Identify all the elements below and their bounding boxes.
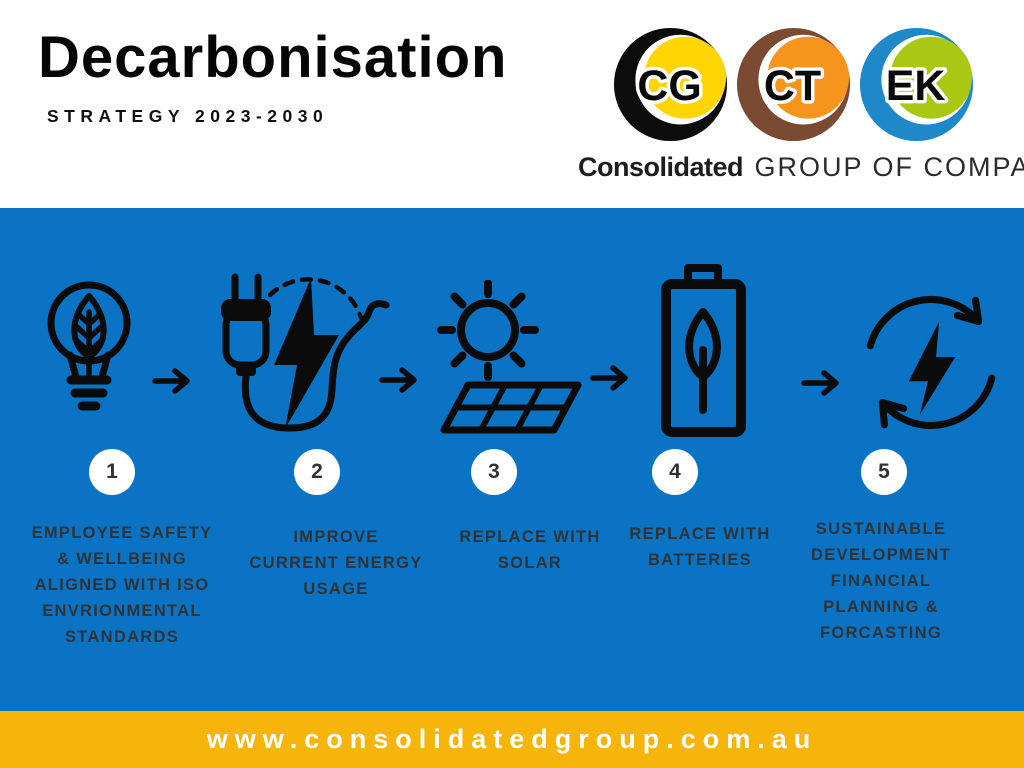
step-number-badge: 3 — [471, 449, 517, 495]
eco-bulb-icon — [36, 276, 142, 428]
brand-name: Consolidated GROUP OF COMPANIES — [578, 152, 1024, 183]
website-url: www.consolidatedgroup.com.au — [206, 724, 818, 754]
step-label: EMPLOYEE SAFETY & WELLBEING ALIGNED WITH… — [31, 524, 213, 646]
cg-logo-label: CG — [637, 62, 701, 110]
strategy-section: 1 2 3 4 5 EMPLOYEE SAFETY & WELLBEING AL… — [0, 208, 1024, 711]
subtitle: STRATEGY 2023-2030 — [47, 106, 329, 126]
footer-bar: www.consolidatedgroup.com.au — [0, 711, 1024, 768]
step-number-badge: 4 — [652, 449, 698, 495]
energy-cycle-icon — [850, 280, 1012, 444]
arrow-right-icon — [152, 367, 194, 395]
brand-name-light: GROUP OF COMPANIES — [754, 152, 1024, 182]
brand-name-bold: Consolidated — [578, 152, 744, 182]
solar-panel-icon — [436, 280, 586, 435]
step-label: IMPROVE CURRENT ENERGY USAGE — [249, 528, 423, 598]
step-number-badge: 5 — [861, 449, 907, 495]
plug-bolt-icon — [215, 265, 395, 440]
arrow-right-icon — [379, 366, 421, 394]
cg-logo-icon: CG — [613, 27, 728, 142]
brand-logos: CG CT EK — [612, 26, 975, 143]
step-number-badge: 2 — [294, 449, 340, 495]
arrow-right-icon — [801, 369, 843, 397]
page-title: Decarbonisation — [38, 25, 508, 90]
ct-logo-icon: CT — [736, 27, 851, 142]
ek-logo-label: EK — [886, 62, 946, 110]
ek-logo-icon: EK — [859, 27, 974, 142]
arrow-right-icon — [590, 364, 632, 392]
ct-logo-label: CT — [764, 62, 821, 110]
step-label: REPLACE WITH SOLAR — [459, 528, 601, 572]
step-label: REPLACE WITH BATTERIES — [629, 525, 771, 569]
step-number-badge: 1 — [89, 449, 135, 495]
step-label: SUSTAINABLE DEVELOPMENT FINANCIAL PLANNI… — [811, 520, 951, 642]
eco-battery-icon — [656, 260, 751, 440]
